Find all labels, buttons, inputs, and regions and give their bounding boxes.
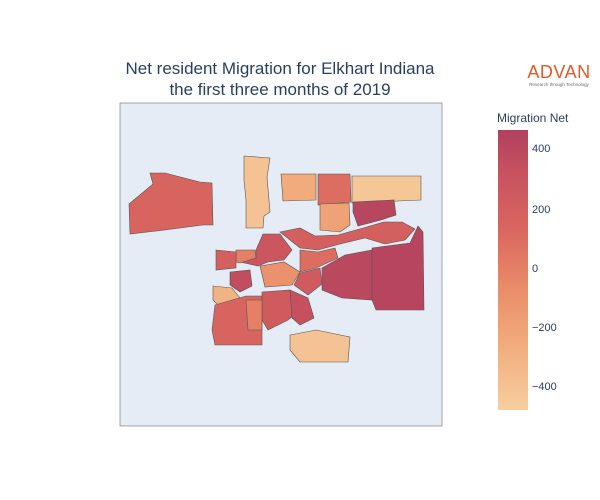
region-south-2[interactable] (289, 289, 315, 326)
region-far-east[interactable] (371, 225, 425, 311)
region-central-3[interactable] (259, 261, 301, 288)
region-central-1[interactable] (239, 233, 293, 267)
region-north-central[interactable] (279, 221, 416, 251)
region-south-3[interactable] (245, 299, 263, 331)
chart-title-line-2: the first three months of 2019 (169, 80, 391, 99)
advan-logo: ADVAN Research through Technology (524, 62, 594, 88)
colorbar-tick-400: 400 (532, 143, 551, 155)
region-north-small-1[interactable] (280, 173, 317, 202)
region-north-small-2[interactable] (317, 173, 352, 206)
logo-tagline: Research through Technology (529, 82, 589, 87)
map-regions (128, 155, 425, 363)
region-northeast-strip[interactable] (351, 175, 422, 204)
colorbar-tick-0: 0 (532, 263, 539, 275)
region-north-strip[interactable] (243, 155, 271, 229)
region-northeast-dark[interactable] (352, 199, 397, 227)
colorbar-title: Migration Net (497, 111, 569, 125)
colorbar-tick-neg200: −200 (532, 322, 557, 334)
region-west-small[interactable] (229, 269, 253, 293)
region-central-6[interactable] (215, 249, 237, 271)
region-south-east[interactable] (289, 329, 351, 363)
region-northwest-large[interactable] (128, 172, 214, 235)
chart-title: Net resident Migration for Elkhart India… (60, 58, 500, 100)
region-north-small-3[interactable] (319, 202, 351, 233)
region-central-4[interactable] (293, 267, 323, 296)
colorbar-tick-200: 200 (532, 204, 551, 216)
colorbar-tick-neg400: −400 (532, 381, 557, 393)
colorbar-gradient (498, 130, 528, 410)
chart-title-line-1: Net resident Migration for Elkhart India… (125, 59, 435, 78)
logo-wordmark: ADVAN (527, 62, 591, 82)
